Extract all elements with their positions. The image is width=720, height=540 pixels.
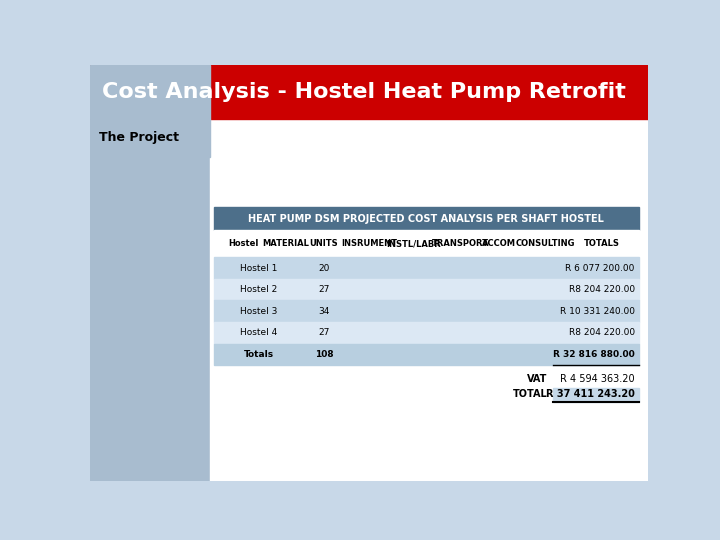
Text: R 10 331 240.00: R 10 331 240.00 (560, 307, 635, 316)
Text: 27: 27 (318, 328, 330, 338)
Text: R8 204 220.00: R8 204 220.00 (569, 285, 635, 294)
Bar (90, 65, 210, 481)
Text: Cost Analysis - Hostel Heat Pump Retrofit: Cost Analysis - Hostel Heat Pump Retrofi… (102, 82, 626, 102)
Text: R 37 411 243.20: R 37 411 243.20 (546, 389, 635, 400)
Text: R8 204 220.00: R8 204 220.00 (569, 328, 635, 338)
Text: 34: 34 (318, 307, 330, 316)
Text: R 32 816 880.00: R 32 816 880.00 (553, 350, 635, 359)
Text: TOTALS: TOTALS (584, 239, 619, 248)
Text: TOTAL: TOTAL (513, 389, 547, 400)
Text: INSRUMENT: INSRUMENT (341, 239, 397, 248)
Text: VAT: VAT (527, 374, 547, 384)
Bar (90, 65, 648, 119)
Bar (90, 119, 210, 157)
Text: INSTL/LABR: INSTL/LABR (387, 239, 441, 248)
Text: TRANSPORT: TRANSPORT (432, 239, 489, 248)
Text: CONSULTING: CONSULTING (516, 239, 575, 248)
Bar (214, 257, 639, 279)
Text: ACCOM: ACCOM (482, 239, 516, 248)
Text: HEAT PUMP DSM PROJECTED COST ANALYSIS PER SHAFT HOSTEL: HEAT PUMP DSM PROJECTED COST ANALYSIS PE… (248, 214, 604, 224)
Text: Hostel 3: Hostel 3 (240, 307, 277, 316)
Bar (90, 157, 210, 481)
Bar (214, 300, 639, 322)
Text: Hostel 4: Hostel 4 (240, 328, 276, 338)
Text: R 4 594 363.20: R 4 594 363.20 (560, 374, 635, 384)
Text: 108: 108 (315, 350, 333, 359)
Bar (210, 119, 648, 481)
Text: Hostel 1: Hostel 1 (240, 264, 277, 273)
Text: MATERIAL: MATERIAL (262, 239, 309, 248)
Bar (214, 322, 639, 343)
Bar (214, 231, 639, 257)
Text: Totals: Totals (244, 350, 274, 359)
Bar (214, 207, 639, 231)
Text: The Project: The Project (99, 131, 179, 144)
Bar (90, 65, 210, 119)
Bar (554, 388, 639, 402)
Text: Hostel: Hostel (228, 239, 258, 248)
Bar (214, 343, 639, 365)
Text: R 6 077 200.00: R 6 077 200.00 (565, 264, 635, 273)
Text: Hostel 2: Hostel 2 (240, 285, 276, 294)
Text: 20: 20 (318, 264, 330, 273)
Text: UNITS: UNITS (310, 239, 338, 248)
Text: 27: 27 (318, 285, 330, 294)
Bar (214, 279, 639, 300)
